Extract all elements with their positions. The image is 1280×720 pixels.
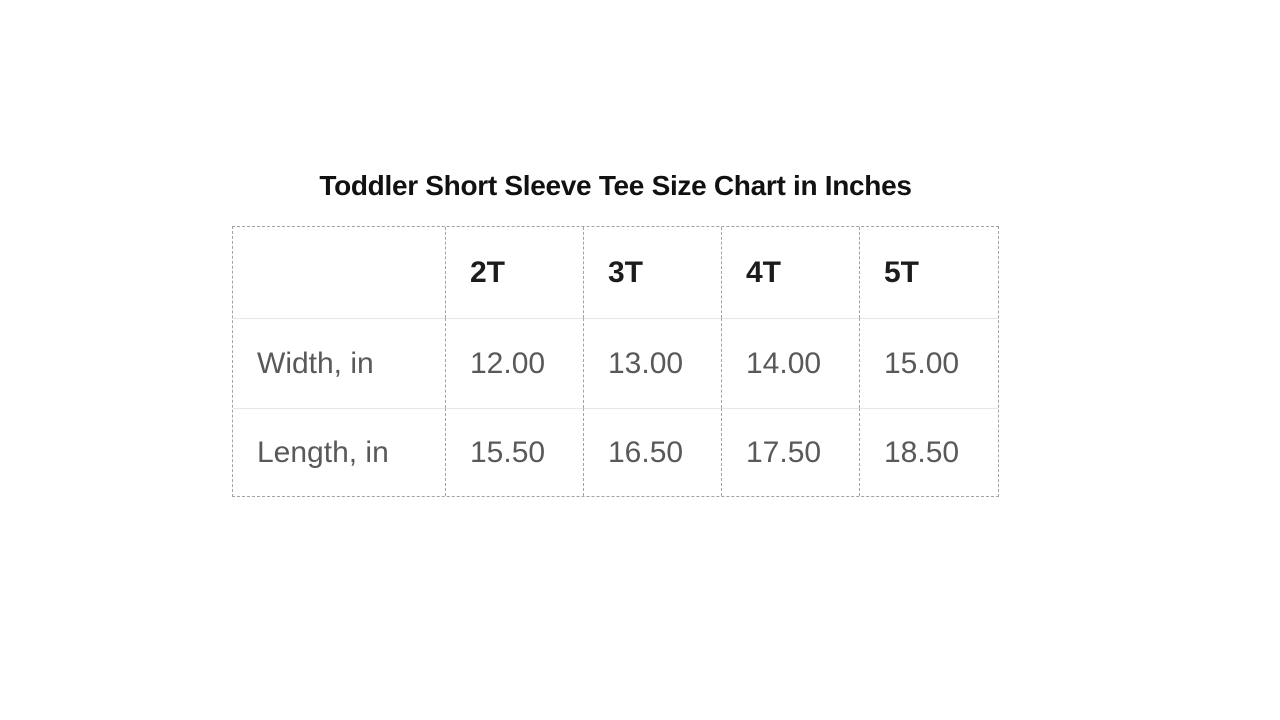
value-cell-length-3t: 16.50 — [583, 408, 721, 496]
value-cell-width-4t: 14.00 — [721, 318, 859, 408]
value-cell-length-5t: 18.50 — [859, 408, 998, 496]
value-cell-length-2t: 15.50 — [445, 408, 583, 496]
value-cell-length-4t: 17.50 — [721, 408, 859, 496]
row-label-length: Length, in — [233, 408, 445, 496]
value-cell-width-5t: 15.00 — [859, 318, 998, 408]
header-cell-5t: 5T — [859, 227, 998, 318]
header-cell-empty — [233, 227, 445, 318]
value-cell-width-3t: 13.00 — [583, 318, 721, 408]
row-label-width: Width, in — [233, 318, 445, 408]
header-cell-4t: 4T — [721, 227, 859, 318]
page-title: Toddler Short Sleeve Tee Size Chart in I… — [319, 170, 912, 201]
header-cell-3t: 3T — [583, 227, 721, 318]
value-cell-width-2t: 12.00 — [445, 318, 583, 408]
header-cell-2t: 2T — [445, 227, 583, 318]
size-chart-table: 2T 3T 4T 5T Width, in 12.00 13.00 14.00 … — [232, 226, 999, 497]
